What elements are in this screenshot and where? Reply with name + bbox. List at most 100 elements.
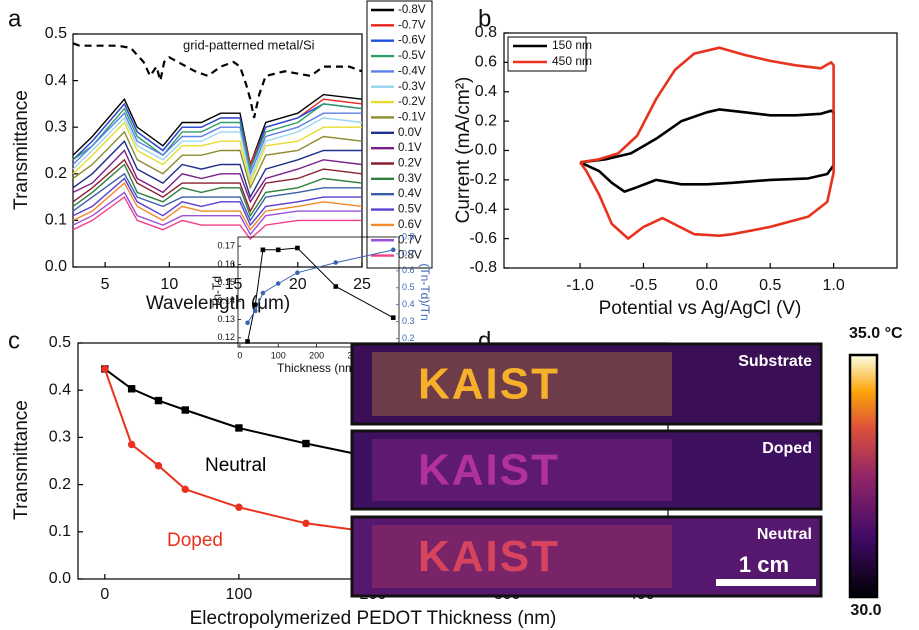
thermal-region [372,352,672,416]
spectrum-line [72,149,363,204]
legend-label: 0.6V [398,219,422,231]
x-tick-label: 0.5 [759,277,781,294]
legend-label: 0.5V [398,204,422,216]
spectrum-line [72,158,363,213]
legend-label: 0.7V [398,234,422,246]
y-tick-label: 0.8 [475,24,497,41]
x-axis-title: Potential vs Ag/AgCl (V) [599,298,802,319]
spectrum-line [72,121,362,186]
colorbar [848,353,879,599]
series-label: Doped [167,530,223,551]
y-tick-label: 0.5 [49,334,71,351]
x-tick-label: 100 [226,586,253,603]
panel-label: c [8,327,20,354]
legend-label: 450 nm [552,54,592,68]
legend-label: 0.3V [398,173,422,185]
data-point [154,396,163,405]
spectrum-line [72,163,363,218]
data-point [302,439,310,448]
legend-label: 0.2V [398,158,422,170]
scale-bar [716,579,816,586]
x-tick-label: -0.5 [630,277,658,294]
data-point [235,424,243,432]
y-tick-label: 0.1 [49,523,71,540]
colorbar-label: 35.0 °C [849,325,903,342]
spectrum-line [72,103,363,172]
legend-label: 0.8V [398,250,422,262]
sample-label: Neutral [757,526,812,543]
x-tick-label: 20 [289,276,307,293]
y-tick-label: 0.17 [217,241,235,251]
spectrum-line [72,191,362,236]
x-tick-label: 1.0 [822,277,844,294]
spectrum-line [72,182,363,231]
inset-point [245,339,250,344]
inset-point [275,281,281,286]
inset-point [245,320,250,326]
x-tick-label: 0 [100,586,109,603]
cv-loop [579,46,835,240]
x-tick-label: 25 [353,276,371,293]
spectrum-line [72,111,362,177]
y2-tick-label: 0.7 [402,248,415,258]
y-tick-label: 0.16 [217,259,235,269]
legend-label: 0.4V [398,188,422,200]
y2-tick-label: 0.6 [402,265,415,275]
y-tick-label: 0.3 [45,118,67,135]
y-axis-title: Current (mA/cm²) [453,77,474,224]
thermal-text: KAIST [418,532,560,581]
legend-label: -0.1V [398,111,426,123]
x-tick-label: 10 [160,276,178,293]
y-tick-label: 0.4 [475,83,497,100]
y-tick-label: 0.4 [49,381,71,398]
inset-point [252,308,258,313]
y-tick-label: 0.0 [45,258,67,275]
cv-loop [579,108,835,193]
legend-label: -0.8V [398,4,426,16]
y-tick-label: 0.2 [45,165,67,182]
y-tick-label: 0.3 [49,429,71,446]
inset-x-title: Thickness (nm) [277,361,359,375]
spectrum-line [72,196,362,241]
y-tick-label: 0.12 [217,332,235,342]
legend-label: 0.0V [398,127,422,139]
y2-tick-label: 0.2 [402,333,415,343]
reference-line [72,42,363,119]
inset-point [333,260,339,265]
x-axis-title: Electropolymerized PEDOT Thickness (nm) [190,608,557,629]
inset-point [333,284,339,289]
spectrum-line [72,130,363,190]
thermal-text: KAIST [418,446,560,495]
y2-tick-label: 0.4 [402,299,415,309]
y-tick-label: 0.0 [475,142,497,159]
y-tick-label: 0.5 [45,25,67,42]
y-tick-label: -0.4 [469,200,497,217]
legend-label: 150 nm [552,38,592,52]
spectrum-line [72,93,363,168]
inset-point [252,302,258,308]
inset-point [295,245,300,251]
data-point [154,462,163,470]
data-point [101,365,109,373]
scale-bar-label: 1 cm [739,552,789,577]
spectrum-line [72,172,362,222]
data-point [235,503,243,511]
legend-label: 0.1V [398,142,422,154]
data-point [181,406,189,414]
series-label: Neutral [205,455,266,476]
x-tick-label: 0 [237,350,242,360]
thermal-region [372,525,672,588]
spectrum-line [72,116,363,181]
y-tick-label: 0.1 [45,212,67,229]
legend-label: -0.7V [398,19,426,31]
inset-point [260,247,266,253]
legend-box [507,36,587,72]
panel-label: b [478,5,491,32]
spectrum-line [72,102,363,172]
y-tick-label: -0.2 [469,171,497,188]
x-tick-label: 100 [271,350,286,360]
y-axis-title: Transmittance [11,90,32,210]
inset-point [260,290,266,296]
